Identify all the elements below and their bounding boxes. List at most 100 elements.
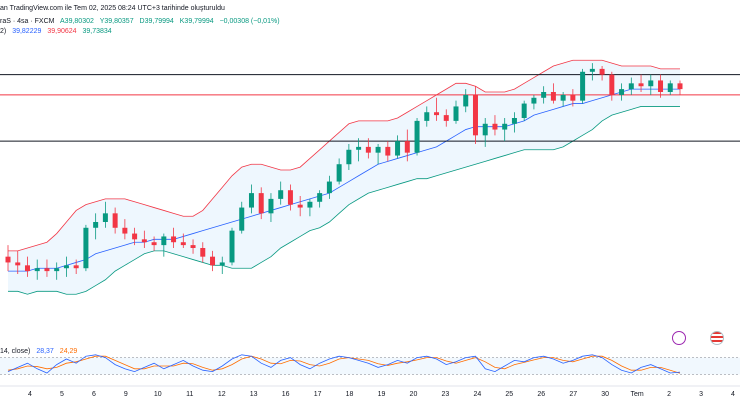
candle-body: [239, 207, 245, 231]
candle-body: [268, 198, 274, 214]
stochastic-k-line: [7, 354, 681, 374]
candle: [492, 115, 498, 136]
candle: [472, 86, 478, 144]
x-tick-label: 20: [410, 391, 418, 398]
stochastic-label[interactable]: 14, close): [0, 348, 31, 355]
candle-body: [472, 94, 478, 136]
candle-body: [658, 80, 664, 92]
candle-body: [463, 94, 469, 107]
candle-body: [365, 146, 371, 153]
candle-body: [210, 256, 216, 266]
candle: [609, 71, 615, 101]
candle-body: [190, 245, 196, 248]
x-tick-label: 12: [218, 391, 226, 398]
ohlc-high: Y39,80357: [99, 18, 134, 25]
candle: [443, 109, 449, 127]
candle: [550, 83, 556, 104]
candle: [424, 106, 430, 127]
stochastic-band-fill: [0, 357, 740, 375]
candle-body: [521, 103, 527, 118]
candle: [132, 227, 138, 246]
candle: [258, 187, 264, 220]
candle: [112, 207, 118, 234]
candle: [482, 118, 488, 147]
candle: [463, 89, 469, 113]
candle-body: [102, 213, 108, 222]
ohlc-change: −0,00308 (−0,01%): [219, 18, 280, 25]
candle-body: [599, 68, 605, 75]
candle: [219, 256, 225, 274]
candle: [434, 97, 440, 121]
candle: [24, 256, 30, 277]
x-tick-label: 19: [378, 391, 386, 398]
candle: [521, 100, 527, 121]
bollinger-prefix[interactable]: 2): [0, 28, 7, 35]
candle-body: [395, 141, 401, 156]
bollinger-lower-value: 39,73834: [82, 28, 112, 35]
candle-body: [628, 83, 634, 90]
candle-body: [5, 256, 11, 263]
candle-body: [589, 68, 595, 72]
symbol-label[interactable]: raS · 4sa · FXCM: [0, 18, 55, 25]
x-tick-label: 11: [186, 391, 193, 398]
candle: [200, 242, 206, 263]
candle: [648, 74, 654, 95]
candle-body: [453, 106, 459, 121]
flag-icon[interactable]: [710, 331, 724, 345]
candle: [395, 135, 401, 159]
candle: [83, 224, 89, 272]
candle-body: [511, 118, 517, 124]
candle: [531, 94, 537, 110]
stochastic-d-value: 24,29: [59, 348, 78, 355]
candle-body: [560, 94, 566, 101]
candle-body: [336, 164, 342, 182]
candle: [278, 181, 284, 205]
candle: [375, 144, 381, 165]
x-tick-label: 5: [60, 391, 64, 398]
candle: [307, 198, 313, 217]
candle-body: [667, 83, 673, 92]
candle-body: [482, 123, 488, 136]
candle-body: [414, 120, 420, 153]
candle-body: [424, 112, 430, 121]
candle: [15, 250, 21, 274]
candle-body: [161, 236, 167, 246]
candle-body: [297, 204, 303, 208]
candle-body: [385, 146, 391, 156]
candle: [268, 193, 274, 222]
candle-body: [443, 115, 449, 121]
candle: [44, 259, 50, 277]
bollinger-lower-line: [8, 106, 680, 295]
candle-body: [375, 146, 381, 153]
candle: [541, 86, 547, 104]
candle-body: [24, 265, 30, 272]
flash-icon[interactable]: [672, 331, 686, 345]
candle: [628, 77, 634, 95]
candle: [287, 184, 293, 211]
candle: [365, 138, 371, 159]
candle: [638, 74, 644, 92]
bollinger-basis-value: 39,82229: [12, 28, 42, 35]
candle-body: [648, 80, 654, 87]
x-tick-label: 27: [569, 391, 577, 398]
x-tick-label: 6: [92, 391, 96, 398]
candle-body: [112, 213, 118, 228]
candle-body: [151, 242, 157, 246]
candle-body: [180, 242, 186, 246]
candle-body: [73, 265, 79, 269]
candle: [511, 112, 517, 133]
candle: [326, 175, 332, 199]
candle: [54, 262, 60, 280]
candle-body: [531, 97, 537, 104]
ohlc-open: A39,80302: [60, 18, 94, 25]
candle: [570, 89, 576, 107]
x-tick-label: 26: [537, 391, 545, 398]
candle-body: [404, 141, 410, 153]
candle-body: [54, 268, 60, 272]
candle-body: [346, 149, 352, 165]
x-tick-label: 16: [282, 391, 290, 398]
candle: [73, 259, 79, 274]
x-tick-label: 10: [154, 391, 162, 398]
candle-body: [317, 193, 323, 202]
